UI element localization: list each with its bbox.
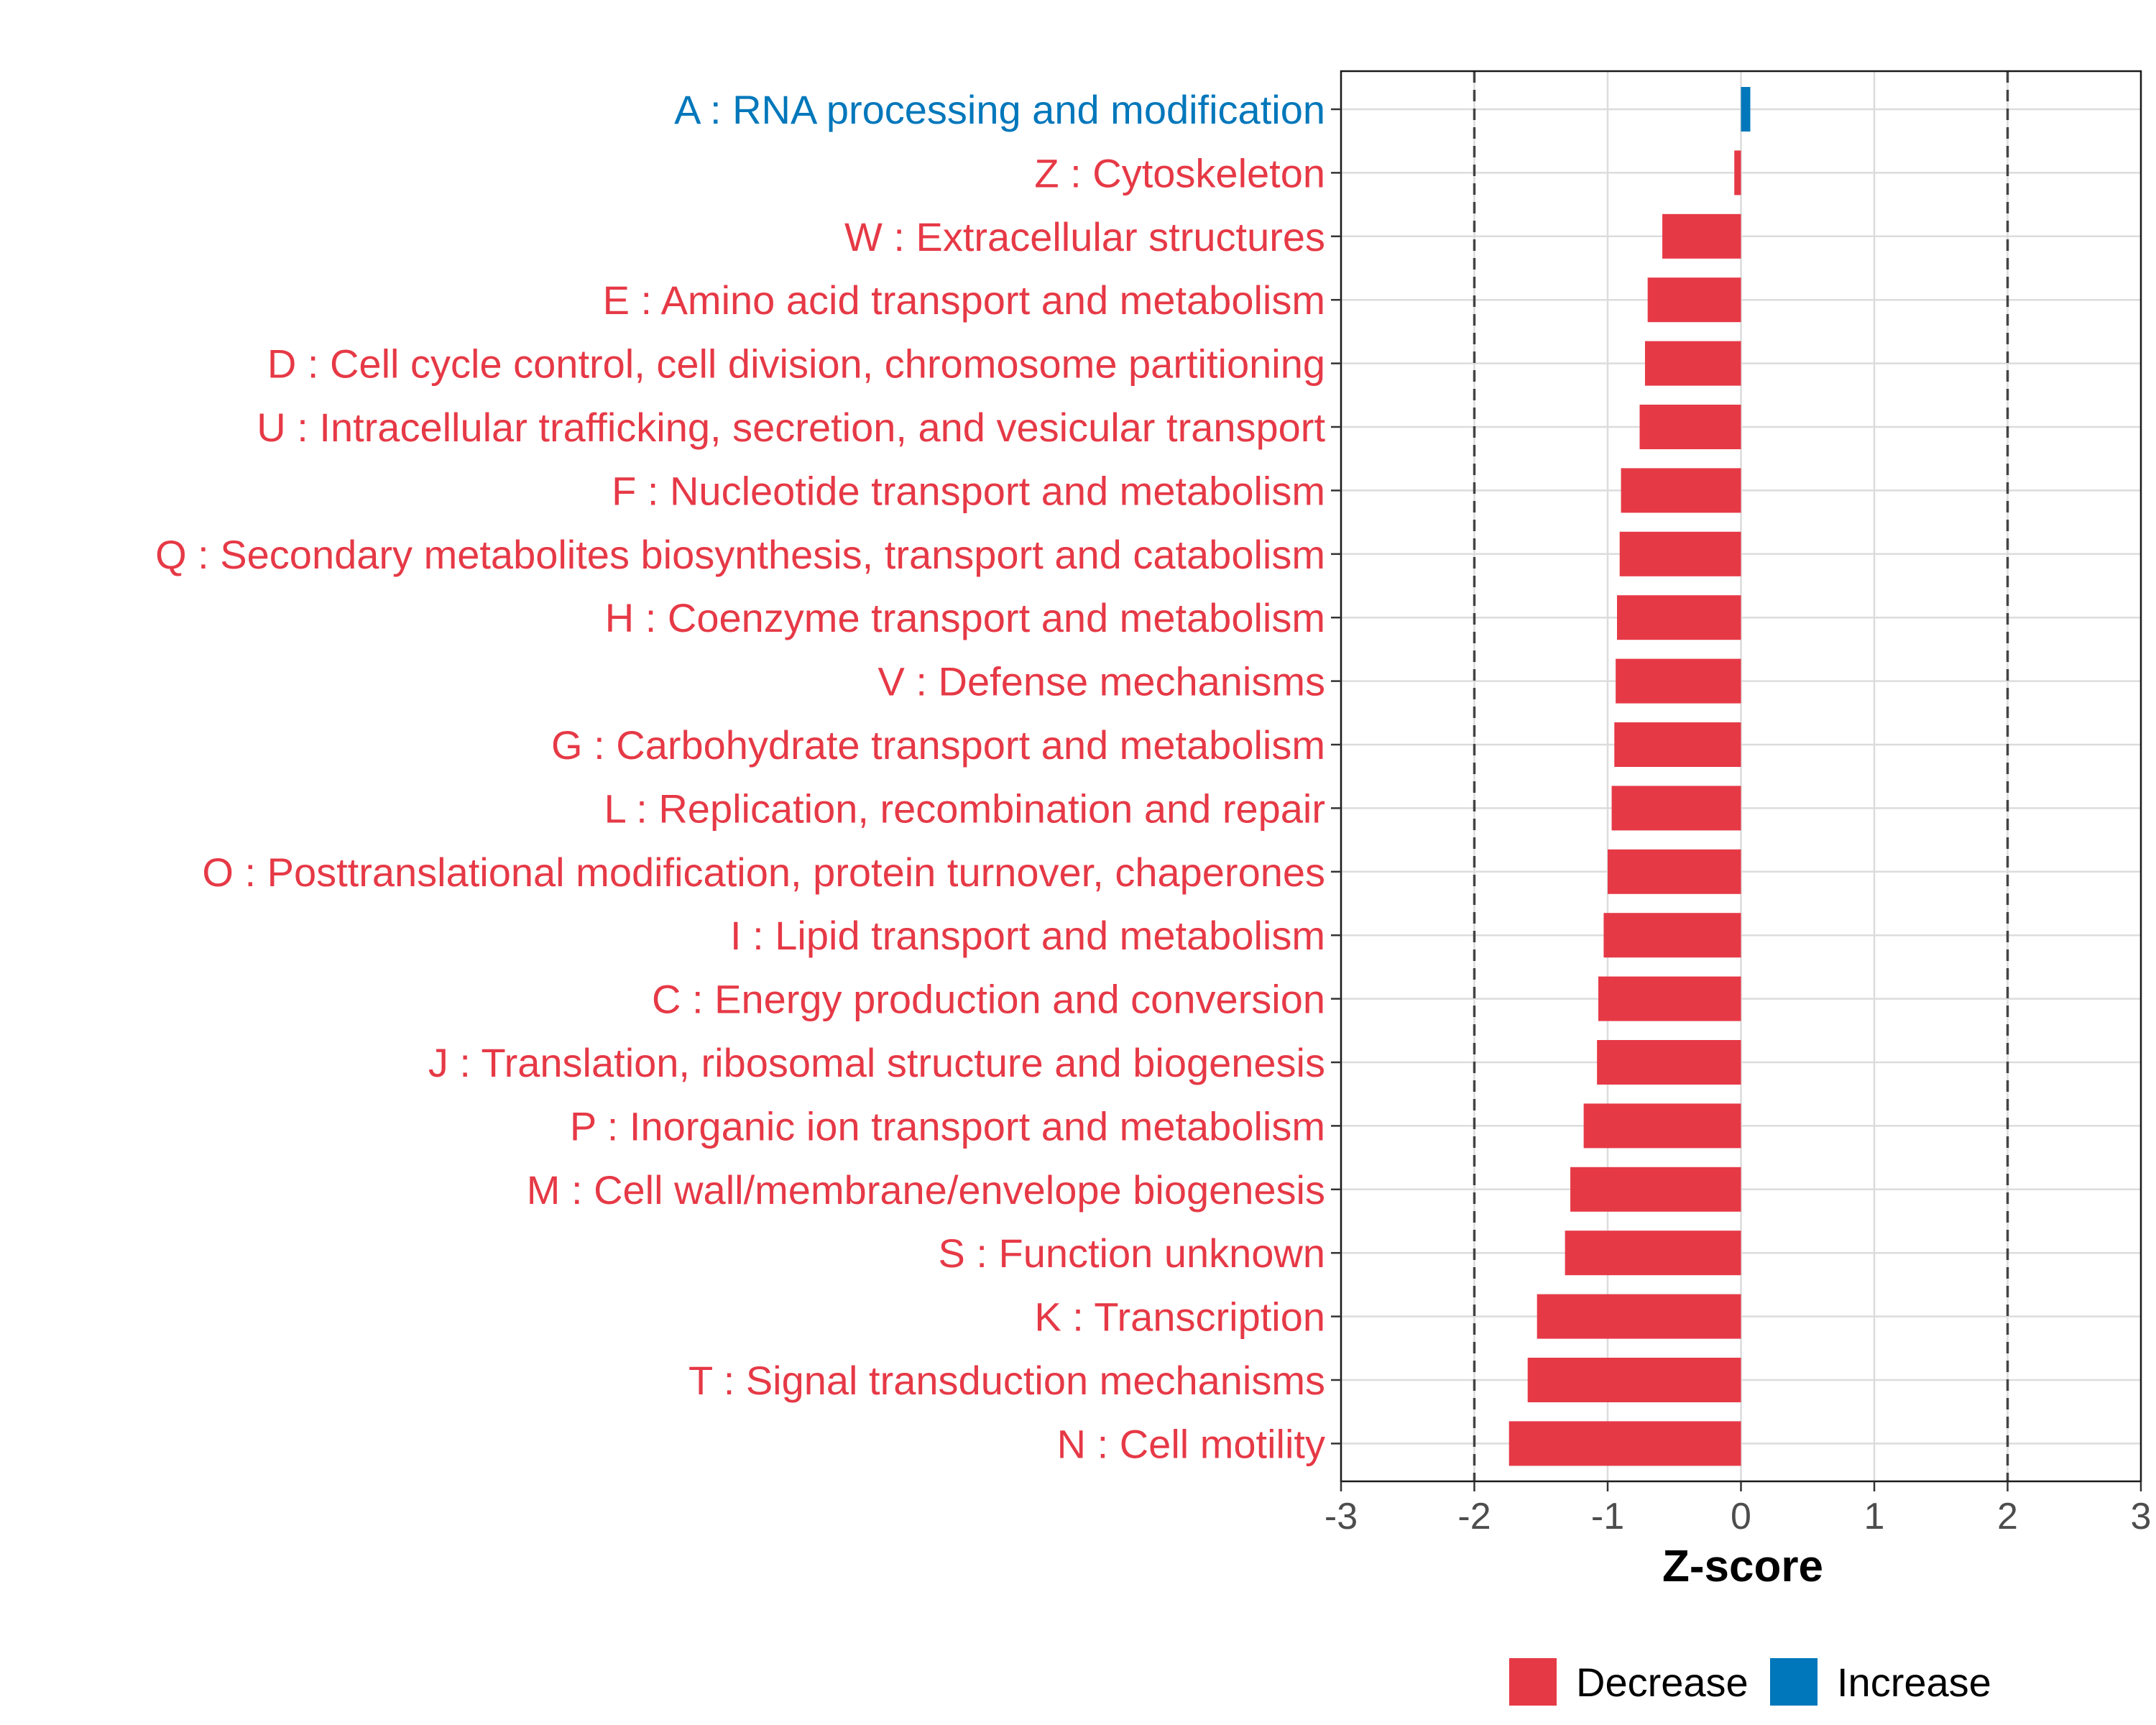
legend-label: Decrease	[1576, 1660, 1749, 1705]
y-tick-label: J : Translation, ribosomal structure and…	[428, 1040, 1325, 1085]
y-tick-label: V : Defense mechanisms	[878, 659, 1325, 704]
y-tick-label: I : Lipid transport and metabolism	[730, 913, 1325, 958]
bars	[1508, 87, 1751, 1466]
bar	[1662, 213, 1741, 259]
bar	[1565, 1230, 1741, 1276]
y-tick-label: K : Transcription	[1034, 1294, 1325, 1340]
y-tick-label: C : Energy production and conversion	[652, 977, 1325, 1022]
bar	[1647, 277, 1741, 323]
x-tick-label: -3	[1325, 1496, 1358, 1537]
y-tick-label: A : RNA processing and modification	[674, 87, 1325, 132]
bar	[1621, 468, 1741, 513]
x-tick-label: 2	[1997, 1496, 2018, 1537]
x-tick-label: 3	[2131, 1496, 2152, 1537]
y-tick-label: T : Signal transduction mechanisms	[688, 1358, 1325, 1403]
bar	[1527, 1358, 1741, 1402]
y-tick-label: O : Posttranslational modification, prot…	[202, 850, 1325, 895]
bar	[1603, 913, 1741, 958]
x-tick-label: -1	[1591, 1496, 1624, 1537]
bar	[1741, 87, 1751, 132]
bar	[1614, 722, 1741, 767]
y-tick-label: Q : Secondary metabolites biosynthesis, …	[155, 532, 1325, 577]
y-tick-label: M : Cell wall/membrane/envelope biogenes…	[527, 1167, 1325, 1213]
bar	[1639, 405, 1741, 449]
bar	[1508, 1421, 1741, 1466]
bar	[1570, 1167, 1741, 1212]
x-axis: -3 -2 -1 0 1 2 3	[1325, 1481, 2152, 1537]
legend-label: Increase	[1837, 1660, 1991, 1705]
y-tick-label: P : Inorganic ion transport and metaboli…	[570, 1103, 1325, 1149]
y-tick-label: F : Nucleotide transport and metabolism	[612, 468, 1325, 513]
bar	[1644, 341, 1741, 386]
y-tick-label: S : Function unknown	[938, 1230, 1325, 1276]
bar	[1597, 1040, 1741, 1085]
bar	[1611, 786, 1741, 831]
y-axis: A : RNA processing and modification Z : C…	[155, 87, 1341, 1466]
y-tick-label: Z : Cytoskeleton	[1034, 150, 1325, 196]
y-tick-label: D : Cell cycle control, cell division, c…	[267, 341, 1325, 387]
y-tick-label: E : Amino acid transport and metabolism	[603, 277, 1325, 323]
y-tick-label: N : Cell motility	[1057, 1421, 1325, 1466]
y-tick-label: L : Replication, recombination and repai…	[604, 786, 1325, 831]
legend: Decrease Increase	[1509, 1658, 1991, 1706]
bar	[1537, 1294, 1741, 1339]
bar	[1616, 595, 1741, 640]
legend-key	[1770, 1658, 1818, 1706]
x-tick-label: -2	[1457, 1496, 1491, 1537]
reference-lines	[1473, 71, 2009, 1481]
x-axis-title: Z-score	[1662, 1542, 1823, 1591]
bar	[1734, 150, 1741, 196]
bar	[1616, 658, 1741, 704]
y-tick-label: G : Carbohydrate transport and metabolis…	[551, 722, 1325, 768]
legend-key	[1509, 1658, 1557, 1706]
y-tick-label: H : Coenzyme transport and metabolism	[605, 595, 1325, 640]
bar	[1598, 976, 1741, 1021]
bar	[1608, 849, 1741, 894]
bar	[1583, 1103, 1741, 1149]
x-tick-label: 0	[1731, 1496, 1751, 1537]
y-tick-label: U : Intracellular trafficking, secretion…	[257, 405, 1325, 450]
bar	[1619, 531, 1741, 576]
x-tick-label: 1	[1864, 1496, 1885, 1537]
y-tick-label: W : Extracellular structures	[844, 214, 1325, 259]
